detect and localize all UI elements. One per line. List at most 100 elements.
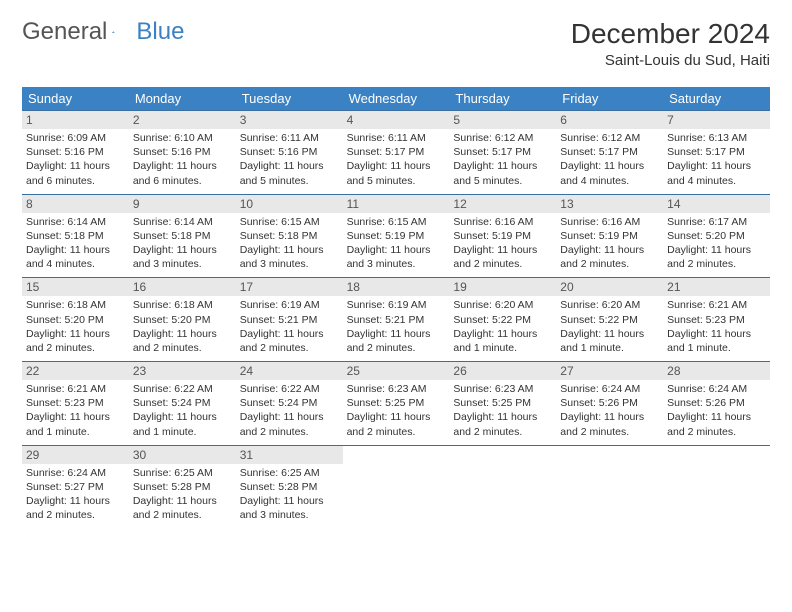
day-details: Sunrise: 6:23 AMSunset: 5:25 PMDaylight:… (347, 382, 446, 439)
sunrise-text: Sunrise: 6:24 AM (667, 382, 766, 396)
daylight-text: Daylight: 11 hours and 4 minutes. (26, 243, 125, 271)
logo-sail-icon (112, 25, 115, 39)
week-row: 8Sunrise: 6:14 AMSunset: 5:18 PMDaylight… (22, 194, 770, 278)
day-number: 24 (236, 362, 343, 380)
day-number: 19 (449, 278, 556, 296)
day-number: 12 (449, 195, 556, 213)
weekday-header: Saturday (663, 87, 770, 110)
day-number: 8 (22, 195, 129, 213)
weekday-header: Friday (556, 87, 663, 110)
daylight-text: Daylight: 11 hours and 3 minutes. (347, 243, 446, 271)
sunrise-text: Sunrise: 6:12 AM (560, 131, 659, 145)
daylight-text: Daylight: 11 hours and 2 minutes. (667, 243, 766, 271)
day-number: 20 (556, 278, 663, 296)
sunset-text: Sunset: 5:21 PM (240, 313, 339, 327)
day-details: Sunrise: 6:22 AMSunset: 5:24 PMDaylight:… (240, 382, 339, 439)
sunset-text: Sunset: 5:16 PM (240, 145, 339, 159)
day-cell: 24 Sunrise: 6:22 AMSunset: 5:24 PMDayligh… (236, 362, 343, 445)
sunrise-text: Sunrise: 6:19 AM (347, 298, 446, 312)
day-details: Sunrise: 6:18 AMSunset: 5:20 PMDaylight:… (26, 298, 125, 355)
day-cell: 30Sunrise: 6:25 AMSunset: 5:28 PMDayligh… (129, 446, 236, 529)
day-details: Sunrise: 6:15 AMSunset: 5:18 PMDaylight:… (240, 215, 339, 272)
day-details: Sunrise: 6:20 AMSunset: 5:22 PMDaylight:… (453, 298, 552, 355)
day-number: 2 (129, 111, 236, 129)
day-details: Sunrise: 6:16 AMSunset: 5:19 PMDaylight:… (560, 215, 659, 272)
day-number: 11 (343, 195, 450, 213)
daylight-text: Daylight: 11 hours and 1 minute. (560, 327, 659, 355)
day-details: Sunrise: 6:17 AMSunset: 5:20 PMDaylight:… (667, 215, 766, 272)
sunrise-text: Sunrise: 6:18 AM (133, 298, 232, 312)
sunset-text: Sunset: 5:20 PM (133, 313, 232, 327)
daylight-text: Daylight: 11 hours and 4 minutes. (560, 159, 659, 187)
daylight-text: Daylight: 11 hours and 2 minutes. (560, 243, 659, 271)
sunset-text: Sunset: 5:17 PM (667, 145, 766, 159)
day-number: 10 (236, 195, 343, 213)
day-details: Sunrise: 6:22 AMSunset: 5:24 PMDaylight:… (133, 382, 232, 439)
day-cell: 27Sunrise: 6:24 AMSunset: 5:26 PMDayligh… (556, 362, 663, 445)
day-details: Sunrise: 6:25 AMSunset: 5:28 PMDaylight:… (240, 466, 339, 523)
week-row: 22 Sunrise: 6:21 AMSunset: 5:23 PMDayligh… (22, 361, 770, 445)
sunset-text: Sunset: 5:16 PM (26, 145, 125, 159)
day-cell: 11 Sunrise: 6:15 AMSunset: 5:19 PMDayligh… (343, 195, 450, 278)
sunset-text: Sunset: 5:26 PM (560, 396, 659, 410)
sunset-text: Sunset: 5:22 PM (560, 313, 659, 327)
day-cell: 16Sunrise: 6:18 AMSunset: 5:20 PMDayligh… (129, 278, 236, 361)
sunset-text: Sunset: 5:28 PM (133, 480, 232, 494)
day-details: Sunrise: 6:21 AMSunset: 5:23 PMDaylight:… (26, 382, 125, 439)
daylight-text: Daylight: 11 hours and 5 minutes. (240, 159, 339, 187)
sunrise-text: Sunrise: 6:15 AM (347, 215, 446, 229)
weekday-header: Sunday (22, 87, 129, 110)
sunrise-text: Sunrise: 6:13 AM (667, 131, 766, 145)
sunset-text: Sunset: 5:20 PM (26, 313, 125, 327)
week-row: 1Sunrise: 6:09 AMSunset: 5:16 PMDaylight… (22, 110, 770, 194)
sunset-text: Sunset: 5:19 PM (560, 229, 659, 243)
day-details: Sunrise: 6:18 AMSunset: 5:20 PMDaylight:… (133, 298, 232, 355)
day-cell: 12 Sunrise: 6:16 AMSunset: 5:19 PMDayligh… (449, 195, 556, 278)
daylight-text: Daylight: 11 hours and 2 minutes. (26, 494, 125, 522)
sunrise-text: Sunrise: 6:23 AM (453, 382, 552, 396)
day-number: 29 (22, 446, 129, 464)
day-number: 7 (663, 111, 770, 129)
calendar: SundayMondayTuesdayWednesdayThursdayFrid… (22, 87, 770, 528)
day-cell: 31Sunrise: 6:25 AMSunset: 5:28 PMDayligh… (236, 446, 343, 529)
day-details: Sunrise: 6:24 AMSunset: 5:26 PMDaylight:… (560, 382, 659, 439)
day-details: Sunrise: 6:24 AMSunset: 5:26 PMDaylight:… (667, 382, 766, 439)
daylight-text: Daylight: 11 hours and 3 minutes. (240, 494, 339, 522)
sunrise-text: Sunrise: 6:16 AM (453, 215, 552, 229)
daylight-text: Daylight: 11 hours and 2 minutes. (240, 410, 339, 438)
day-details: Sunrise: 6:23 AMSunset: 5:25 PMDaylight:… (453, 382, 552, 439)
sunset-text: Sunset: 5:17 PM (560, 145, 659, 159)
sunset-text: Sunset: 5:19 PM (453, 229, 552, 243)
sunset-text: Sunset: 5:23 PM (667, 313, 766, 327)
day-number: 25 (343, 362, 450, 380)
day-cell: 15Sunrise: 6:18 AMSunset: 5:20 PMDayligh… (22, 278, 129, 361)
weekday-header-row: SundayMondayTuesdayWednesdayThursdayFrid… (22, 87, 770, 110)
header: General Blue December 2024 Saint-Louis d… (22, 18, 770, 69)
daylight-text: Daylight: 11 hours and 5 minutes. (453, 159, 552, 187)
sunset-text: Sunset: 5:19 PM (347, 229, 446, 243)
daylight-text: Daylight: 11 hours and 2 minutes. (453, 243, 552, 271)
sunrise-text: Sunrise: 6:16 AM (560, 215, 659, 229)
day-details: Sunrise: 6:11 AMSunset: 5:16 PMDaylight:… (240, 131, 339, 188)
day-number: 30 (129, 446, 236, 464)
day-number: 23 (129, 362, 236, 380)
brand-logo: General Blue (22, 18, 184, 46)
sunrise-text: Sunrise: 6:25 AM (133, 466, 232, 480)
day-number: 3 (236, 111, 343, 129)
day-cell-empty (556, 446, 663, 529)
sunset-text: Sunset: 5:28 PM (240, 480, 339, 494)
sunrise-text: Sunrise: 6:09 AM (26, 131, 125, 145)
day-details: Sunrise: 6:19 AMSunset: 5:21 PMDaylight:… (240, 298, 339, 355)
sunset-text: Sunset: 5:27 PM (26, 480, 125, 494)
day-number: 21 (663, 278, 770, 296)
daylight-text: Daylight: 11 hours and 2 minutes. (667, 410, 766, 438)
day-cell: 1Sunrise: 6:09 AMSunset: 5:16 PMDaylight… (22, 111, 129, 194)
day-cell: 22 Sunrise: 6:21 AMSunset: 5:23 PMDayligh… (22, 362, 129, 445)
day-number: 22 (22, 362, 129, 380)
daylight-text: Daylight: 11 hours and 2 minutes. (453, 410, 552, 438)
day-details: Sunrise: 6:12 AMSunset: 5:17 PMDaylight:… (560, 131, 659, 188)
day-cell-empty (343, 446, 450, 529)
day-details: Sunrise: 6:09 AMSunset: 5:16 PMDaylight:… (26, 131, 125, 188)
daylight-text: Daylight: 11 hours and 3 minutes. (240, 243, 339, 271)
sunset-text: Sunset: 5:21 PM (347, 313, 446, 327)
